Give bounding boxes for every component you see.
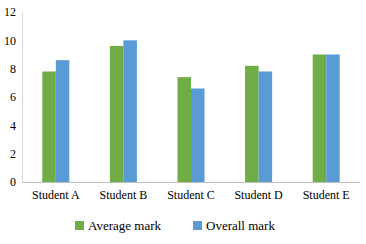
bar (177, 77, 191, 182)
x-tick: Student E (303, 182, 350, 202)
legend: Average mark Overall mark (75, 218, 275, 233)
bar (42, 72, 56, 183)
y-axis-line (22, 13, 23, 183)
legend-item: Overall mark (193, 218, 275, 233)
x-tick: Student D (234, 182, 283, 202)
y-tick: 2 (10, 147, 22, 161)
bar (245, 66, 259, 182)
bar (56, 60, 70, 182)
bar (326, 55, 340, 183)
x-tick: Student C (167, 182, 215, 202)
x-tick-label: Student C (167, 188, 215, 202)
bar (191, 89, 205, 183)
y-tick-label: 10 (4, 34, 16, 48)
x-tick-label: Student E (303, 188, 350, 202)
y-tick: 8 (10, 62, 22, 76)
plot: 024681012Student AStudent BStudent CStud… (4, 5, 361, 201)
y-tick: 0 (10, 175, 22, 189)
legend-label: Average mark (88, 218, 162, 233)
legend-swatch (193, 221, 202, 230)
y-tick-label: 6 (10, 90, 16, 104)
chart: 024681012Student AStudent BStudent CStud… (0, 0, 366, 244)
x-tick-label: Student B (100, 188, 148, 202)
y-tick: 6 (10, 90, 22, 104)
x-axis-line (23, 182, 361, 183)
x-tick-label: Student A (32, 188, 80, 202)
y-tick: 4 (10, 119, 22, 133)
bar (123, 40, 137, 182)
y-tick: 10 (4, 34, 22, 48)
y-tick: 12 (4, 5, 22, 19)
y-tick-label: 8 (10, 62, 16, 76)
y-tick-label: 12 (4, 5, 16, 19)
x-axis: Student A Student B Student C Student D Stud… (23, 182, 361, 202)
y-tick-label: 2 (10, 147, 16, 161)
y-tick-label: 4 (10, 119, 16, 133)
x-tick: Student B (100, 182, 148, 202)
legend-label: Overall mark (206, 218, 275, 233)
y-axis: 0 2 4 6 8 10 12 (4, 5, 23, 189)
x-tick: Student A (32, 182, 80, 202)
legend-item: Average mark (75, 218, 162, 233)
y-tick-label: 0 (10, 175, 16, 189)
bar (259, 72, 273, 183)
x-tick-label: Student D (234, 188, 283, 202)
bars (42, 40, 339, 182)
bar (110, 46, 124, 182)
legend-swatch (75, 221, 84, 230)
bar (313, 55, 327, 183)
